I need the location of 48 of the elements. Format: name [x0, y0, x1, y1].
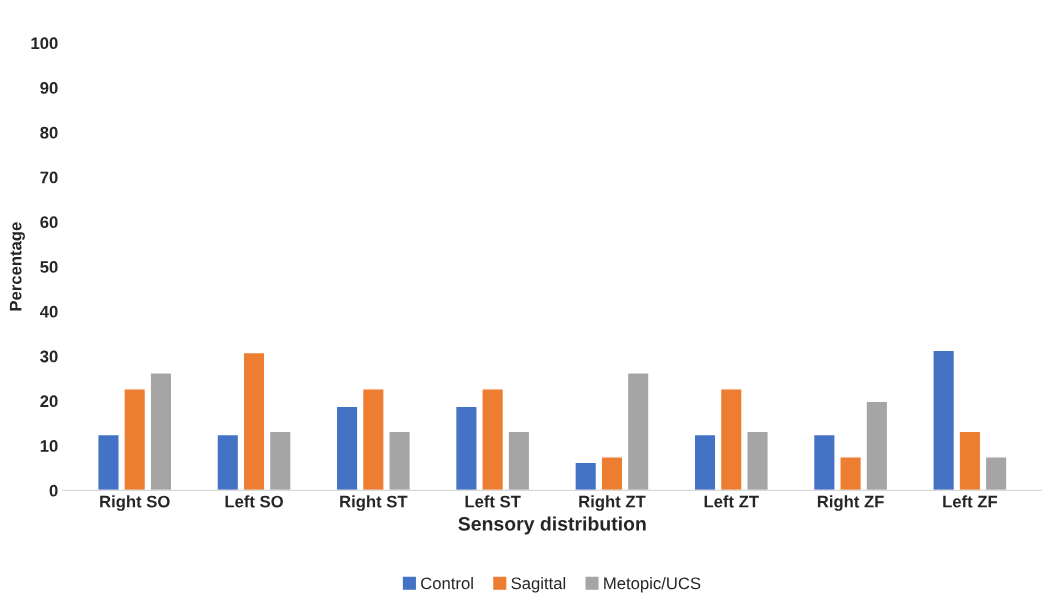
bar — [693, 433, 717, 491]
y-tick-label: 50 — [40, 261, 58, 273]
bar — [626, 372, 650, 491]
x-tick-label: Left ST — [465, 495, 521, 508]
y-tick-label: 30 — [40, 350, 58, 363]
bar — [812, 433, 836, 491]
bar — [216, 433, 240, 491]
y-tick-label: 80 — [40, 126, 58, 139]
y-tick-label: 40 — [39, 305, 58, 318]
bar — [746, 430, 769, 491]
x-tick-label: Left ZT — [704, 495, 759, 508]
bar — [149, 372, 173, 491]
x-tick-label: Left ZF — [943, 495, 998, 508]
y-tick-label: 90 — [40, 82, 58, 94]
bar — [481, 388, 505, 491]
x-tick-label: Right ZT — [579, 495, 646, 511]
bar — [507, 430, 531, 491]
bar — [361, 388, 385, 491]
bar — [242, 351, 266, 491]
bar — [600, 456, 624, 491]
y-tick-label: 10 — [40, 440, 58, 452]
x-tick-label: Right ST — [340, 495, 408, 511]
x-axis-title: Sensory distribution — [458, 516, 646, 535]
bar — [268, 430, 292, 491]
bar — [123, 388, 147, 491]
legend-label: Sagittal — [511, 577, 566, 593]
y-axis-title: Percentage — [9, 222, 25, 311]
legend-label: Metopic/UCS — [604, 577, 701, 593]
y-tick-label: 60 — [40, 216, 58, 229]
y-tick-label: 0 — [49, 484, 58, 497]
x-tick-label: Left SO — [225, 495, 283, 508]
bar — [97, 433, 120, 491]
bar — [454, 405, 478, 491]
x-tick-label: Right SO — [100, 495, 170, 511]
bar — [839, 456, 863, 491]
bar — [719, 388, 743, 491]
legend-label: Control — [421, 577, 473, 590]
y-tick-label: 20 — [40, 395, 58, 408]
y-tick-label: 70 — [40, 171, 58, 184]
bar — [388, 430, 412, 491]
bar — [958, 430, 982, 491]
bar — [865, 400, 889, 491]
x-tick-label: Right ZF — [817, 495, 884, 511]
y-tick-label: 100 — [31, 37, 58, 50]
bar — [932, 349, 956, 491]
bar — [335, 405, 359, 491]
bar — [984, 456, 1008, 491]
bar — [574, 461, 598, 491]
